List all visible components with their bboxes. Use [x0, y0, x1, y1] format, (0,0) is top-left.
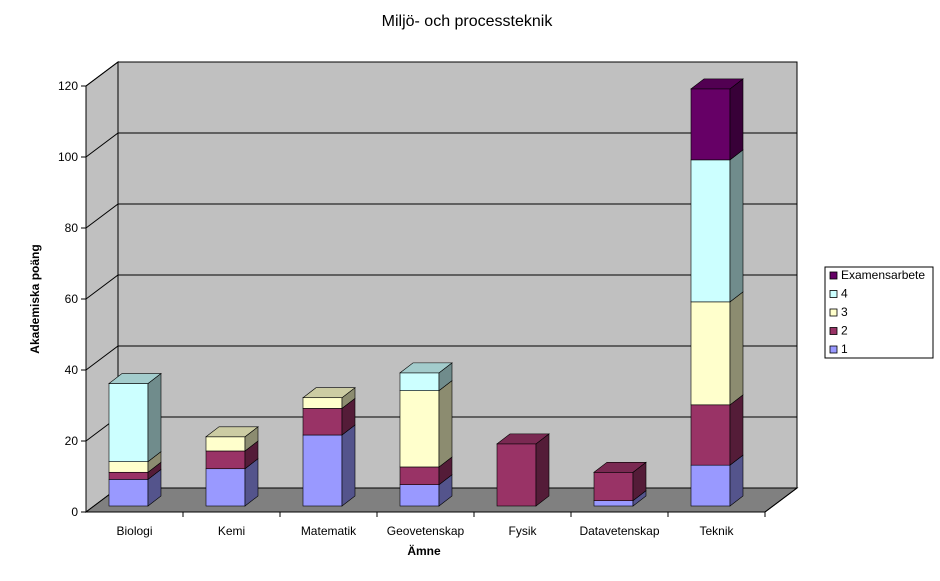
bar-segment	[399, 362, 453, 392]
bar-front	[593, 500, 634, 507]
legend-label: Examensarbete	[841, 268, 925, 282]
bar-segment	[399, 474, 453, 507]
bar-front	[108, 479, 149, 507]
bar-segment	[690, 78, 744, 161]
plot-area: 0 20 40 60 80 100 120 Biologi Kemi Matematik Geove…	[58, 61, 799, 538]
bar-top	[205, 426, 259, 438]
bar-front	[302, 408, 343, 436]
x-tick-label: Datavetenskap	[579, 524, 659, 538]
bar-front	[399, 390, 440, 468]
y-tick-label: 0	[71, 505, 78, 519]
x-tick-label: Geovetenskap	[387, 524, 465, 538]
y-tick-label: 100	[58, 150, 78, 164]
bar-front	[690, 404, 731, 466]
bar-front	[496, 443, 537, 507]
bar-front	[690, 464, 731, 507]
legend-label: 4	[841, 287, 848, 301]
bar-front	[690, 301, 731, 406]
bar-segment	[690, 291, 744, 406]
bar-front	[399, 484, 440, 507]
bar-front	[302, 397, 343, 409]
legend-label: 2	[841, 324, 848, 338]
y-tick-label: 60	[65, 292, 79, 306]
gridline	[85, 274, 797, 300]
bar-side	[147, 372, 162, 463]
x-tick-label: Kemi	[218, 524, 245, 538]
bar-front	[302, 434, 343, 507]
y-axis-label: Akademiska poäng	[28, 244, 42, 353]
x-tick-label: Biologi	[116, 524, 152, 538]
x-tick-label: Fysik	[509, 524, 538, 538]
bar-side	[729, 291, 744, 406]
bar-segment	[399, 380, 453, 468]
bar-front	[593, 471, 634, 501]
legend-swatch	[829, 345, 838, 354]
bar-side	[729, 149, 744, 303]
bar-segment	[399, 456, 453, 486]
legend-label: 3	[841, 305, 848, 319]
bar-segment	[690, 149, 744, 303]
bar-segment	[302, 424, 356, 507]
bar-top	[690, 78, 744, 90]
legend-swatch	[829, 308, 838, 317]
bar-segment	[302, 397, 356, 436]
x-tick-label: Teknik	[699, 524, 734, 538]
bar-front	[690, 159, 731, 303]
x-axis-label: Ämne	[407, 543, 441, 558]
floor-edge	[764, 487, 798, 513]
bar-top	[593, 461, 647, 473]
x-tick-label: Matematik	[301, 524, 357, 538]
gridline	[85, 345, 797, 371]
gridline	[85, 61, 797, 87]
bar-front	[108, 461, 149, 473]
bar-front	[690, 88, 731, 161]
bar-segment	[108, 372, 162, 463]
y-tick-label: 20	[65, 434, 79, 448]
bar-front	[205, 436, 246, 452]
bar-front	[205, 468, 246, 507]
bar-side	[535, 433, 550, 507]
bar-segment	[205, 426, 259, 452]
bar-segment	[205, 440, 259, 470]
gridline	[85, 203, 797, 229]
chart-title: Miljö- och processteknik	[382, 13, 554, 30]
bar-top	[302, 387, 356, 399]
bar-side	[341, 424, 356, 507]
bar-front	[108, 471, 149, 480]
bar-segment	[690, 394, 744, 466]
y-tick-label: 40	[65, 363, 79, 377]
bar-top	[496, 433, 550, 445]
y-tick-label: 120	[58, 79, 78, 93]
legend: Examensarbete 4 3 2 1	[824, 266, 934, 359]
bar-top	[399, 362, 453, 374]
legend-swatch	[829, 327, 838, 335]
bar-front	[399, 372, 440, 391]
gridline	[85, 132, 797, 158]
bar-side	[729, 78, 744, 161]
legend-swatch	[829, 271, 838, 280]
bar-front	[108, 383, 149, 462]
bar-side	[438, 380, 453, 468]
bar-side	[729, 394, 744, 466]
bar-top	[108, 373, 162, 384]
y-tick-label: 80	[65, 221, 79, 235]
bar-front	[399, 466, 440, 486]
legend-box	[824, 266, 934, 359]
legend-swatch	[829, 290, 838, 298]
bar-segment	[593, 461, 647, 502]
bar-segment	[496, 433, 550, 507]
bar-front	[205, 450, 246, 470]
legend-label: 1	[841, 342, 848, 356]
